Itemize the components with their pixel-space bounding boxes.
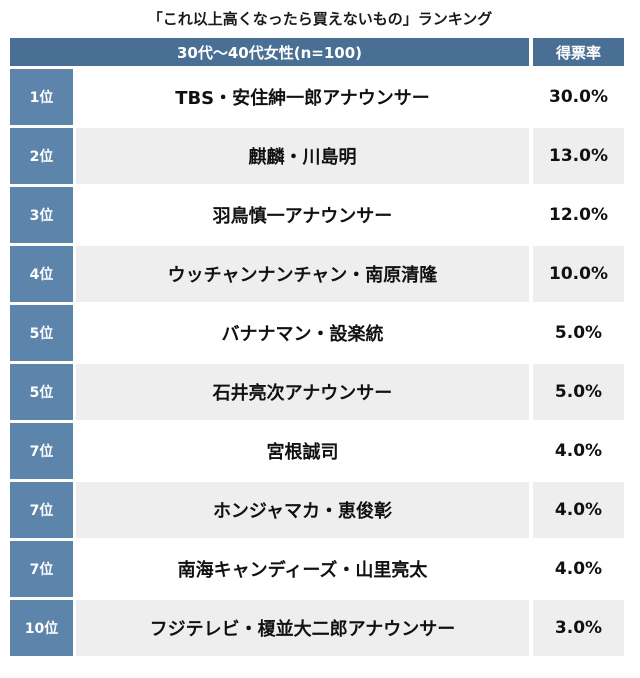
- name-cell: 宮根誠司: [76, 423, 529, 479]
- group-header: 30代〜40代女性(n=100): [10, 38, 529, 66]
- rank-cell: 3位: [10, 187, 73, 243]
- name-cell: ウッチャンナンチャン・南原清隆: [76, 246, 529, 302]
- table-row: 1位 TBS・安住紳一郎アナウンサー 30.0%: [10, 69, 624, 125]
- pct-cell: 5.0%: [533, 364, 624, 420]
- name-cell: 羽鳥慎一アナウンサー: [76, 187, 529, 243]
- table-row: 7位 宮根誠司 4.0%: [10, 423, 624, 479]
- rank-cell: 7位: [10, 423, 73, 479]
- table-header: 30代〜40代女性(n=100) 得票率: [10, 38, 624, 66]
- table-row: 5位 バナナマン・設楽統 5.0%: [10, 305, 624, 361]
- pct-cell: 10.0%: [533, 246, 624, 302]
- rank-cell: 5位: [10, 305, 73, 361]
- rank-cell: 2位: [10, 128, 73, 184]
- name-cell: TBS・安住紳一郎アナウンサー: [76, 69, 529, 125]
- name-cell: 麒麟・川島明: [76, 128, 529, 184]
- rank-cell: 10位: [10, 600, 73, 656]
- pct-header: 得票率: [533, 38, 624, 66]
- pct-cell: 5.0%: [533, 305, 624, 361]
- table-row: 5位 石井亮次アナウンサー 5.0%: [10, 364, 624, 420]
- rank-cell: 4位: [10, 246, 73, 302]
- name-cell: 南海キャンディーズ・山里亮太: [76, 541, 529, 597]
- rank-cell: 7位: [10, 482, 73, 538]
- table-row: 4位 ウッチャンナンチャン・南原清隆 10.0%: [10, 246, 624, 302]
- table-row: 2位 麒麟・川島明 13.0%: [10, 128, 624, 184]
- name-cell: ホンジャマカ・恵俊彰: [76, 482, 529, 538]
- name-cell: 石井亮次アナウンサー: [76, 364, 529, 420]
- pct-cell: 12.0%: [533, 187, 624, 243]
- pct-cell: 3.0%: [533, 600, 624, 656]
- pct-cell: 13.0%: [533, 128, 624, 184]
- table-row: 7位 南海キャンディーズ・山里亮太 4.0%: [10, 541, 624, 597]
- ranking-table: 30代〜40代女性(n=100) 得票率 1位 TBS・安住紳一郎アナウンサー 30…: [10, 38, 624, 656]
- table-row: 3位 羽鳥慎一アナウンサー 12.0%: [10, 187, 624, 243]
- table-row: 10位 フジテレビ・榎並大二郎アナウンサー 3.0%: [10, 600, 624, 656]
- table-row: 7位 ホンジャマカ・恵俊彰 4.0%: [10, 482, 624, 538]
- chart-title: 「これ以上高くなったら買えないもの」ランキング: [147, 10, 493, 28]
- table-body: 1位 TBS・安住紳一郎アナウンサー 30.0% 2位 麒麟・川島明 13.0% 3位 羽鳥慎…: [10, 69, 624, 656]
- rank-cell: 7位: [10, 541, 73, 597]
- pct-cell: 4.0%: [533, 541, 624, 597]
- pct-cell: 4.0%: [533, 423, 624, 479]
- pct-cell: 4.0%: [533, 482, 624, 538]
- name-cell: バナナマン・設楽統: [76, 305, 529, 361]
- rank-cell: 5位: [10, 364, 73, 420]
- pct-cell: 30.0%: [533, 69, 624, 125]
- rank-cell: 1位: [10, 69, 73, 125]
- name-cell: フジテレビ・榎並大二郎アナウンサー: [76, 600, 529, 656]
